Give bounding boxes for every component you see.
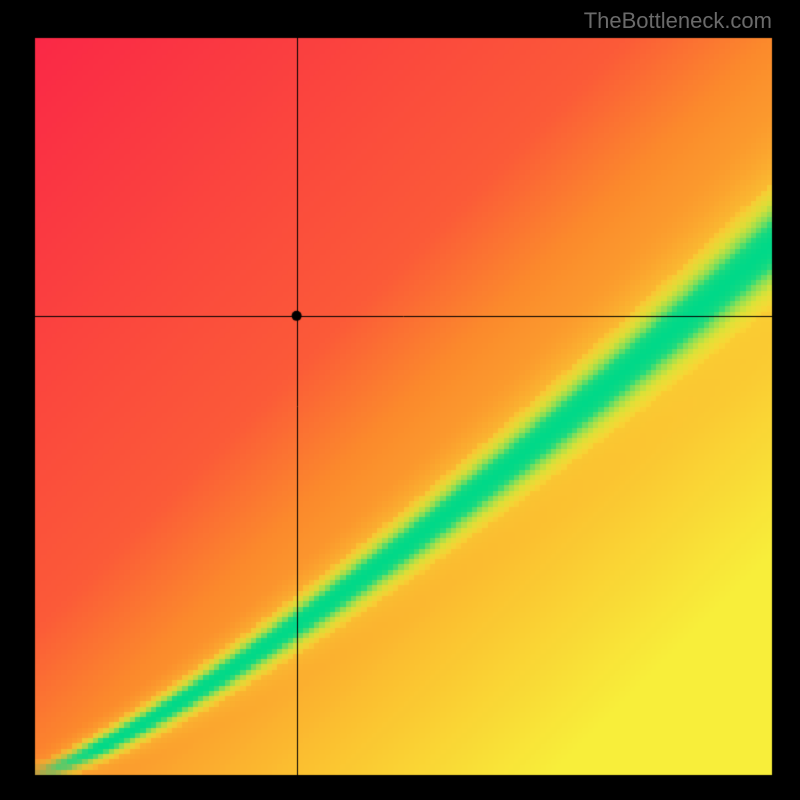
bottleneck-heatmap — [0, 0, 800, 800]
watermark-text: TheBottleneck.com — [584, 8, 772, 34]
chart-container: TheBottleneck.com — [0, 0, 800, 800]
